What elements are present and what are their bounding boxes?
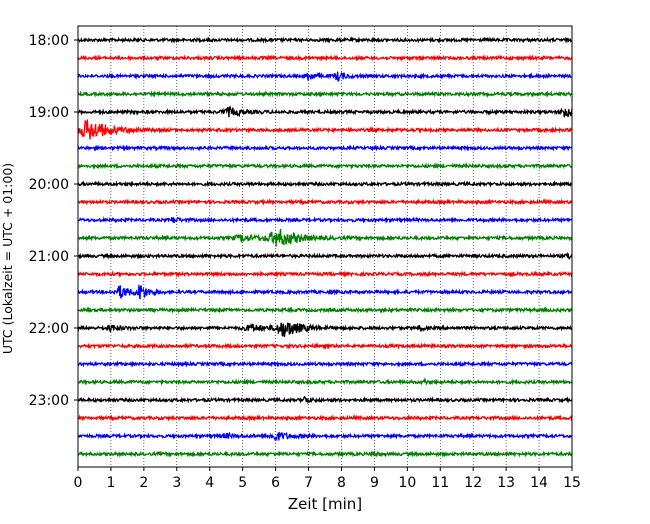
trace-2030 — [77, 216, 573, 224]
x-tick-label: 15 — [563, 475, 581, 491]
x-tick-label: 12 — [464, 475, 482, 491]
y-tick-label: 19:00 — [29, 105, 69, 121]
trace-2000 — [77, 180, 573, 188]
x-axis-label: Zeit [min] — [288, 495, 362, 513]
trace-2200 — [77, 322, 573, 337]
y-tick-label: 21:00 — [29, 249, 69, 265]
trace-1915 — [77, 119, 573, 140]
trace-1900 — [77, 105, 573, 118]
trace-2330 — [77, 431, 573, 442]
x-tick-label: 0 — [74, 475, 83, 491]
y-tick-label: 20:00 — [29, 177, 69, 193]
trace-2015 — [77, 198, 573, 206]
trace-1830 — [77, 71, 573, 82]
x-tick-label: 11 — [431, 475, 449, 491]
trace-1815 — [77, 54, 573, 62]
y-tick-label: 22:00 — [29, 321, 69, 337]
y-axis-ticks: 18:00 19:00 20:00 21:00 22:00 23:00 — [29, 33, 78, 409]
x-axis-ticks: 0 1 2 3 4 5 6 7 8 9 10 11 12 13 14 15 — [74, 467, 581, 491]
trace-2130 — [77, 284, 573, 300]
x-tick-label: 4 — [205, 475, 214, 491]
trace-1800 — [77, 36, 573, 44]
x-tick-label: 13 — [497, 475, 515, 491]
trace-2245 — [77, 377, 573, 386]
x-tick-label: 6 — [271, 475, 280, 491]
trace-2315 — [77, 414, 573, 422]
plot-frame — [77, 25, 573, 468]
x-tick-label: 8 — [337, 475, 346, 491]
x-tick-label: 14 — [530, 475, 548, 491]
y-tick-label: 23:00 — [29, 393, 69, 409]
trace-2345 — [77, 450, 573, 458]
x-tick-label: 1 — [106, 475, 115, 491]
trace-1845 — [77, 90, 573, 98]
x-tick-label: 10 — [398, 475, 416, 491]
x-tick-label: 7 — [304, 475, 313, 491]
trace-2100 — [77, 251, 573, 261]
trace-1945 — [77, 162, 573, 170]
trace-2145 — [77, 306, 573, 314]
trace-2230 — [77, 360, 573, 368]
trace-2300 — [77, 395, 573, 405]
y-axis-label: UTC (Lokalzeit = UTC + 01:00) — [0, 163, 15, 354]
x-tick-label: 2 — [139, 475, 148, 491]
y-tick-label: 18:00 — [29, 33, 69, 49]
trace-2045 — [77, 229, 573, 247]
trace-1930 — [77, 144, 573, 152]
trace-2115 — [77, 270, 573, 278]
x-tick-label: 9 — [370, 475, 379, 491]
trace-2215 — [77, 342, 573, 350]
trace-layer — [77, 36, 573, 458]
x-tick-label: 3 — [172, 475, 181, 491]
x-tick-label: 5 — [238, 475, 247, 491]
